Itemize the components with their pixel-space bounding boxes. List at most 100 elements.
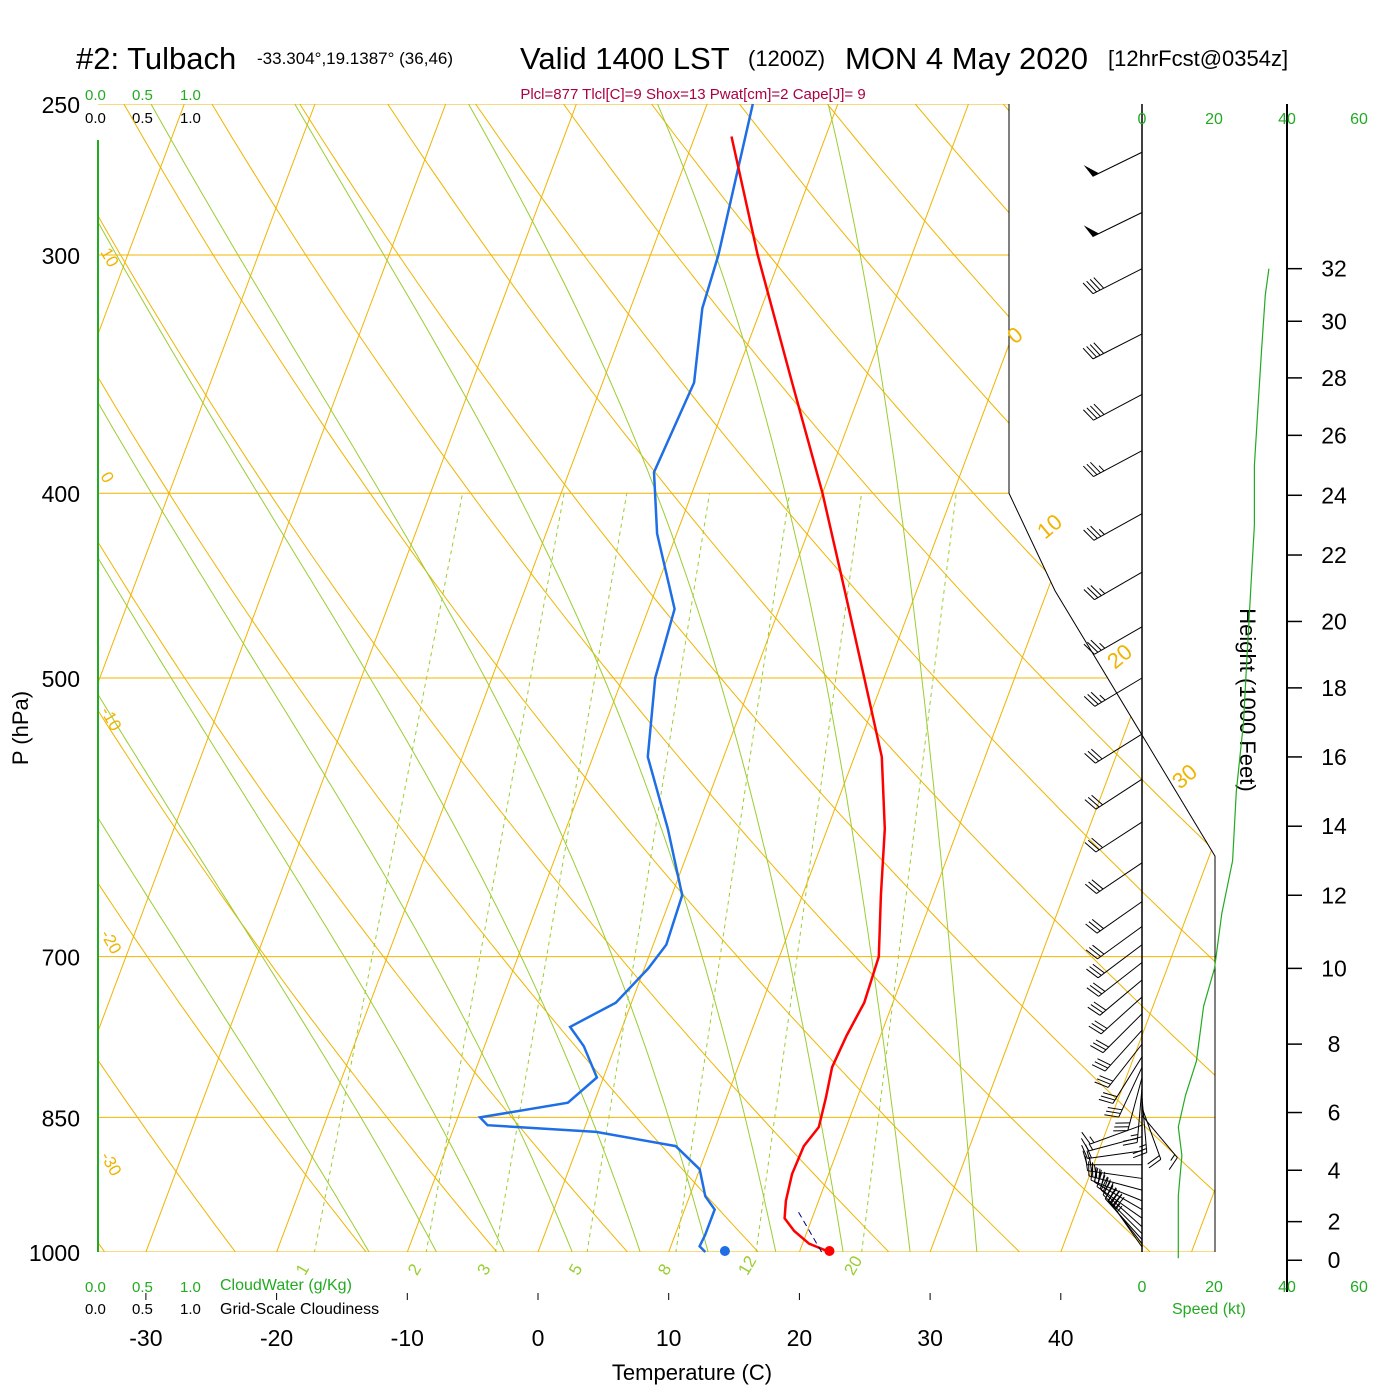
isotherm-line [783,104,1215,1252]
wind-barb [1085,926,1143,960]
wind-barb-feather [1082,347,1094,360]
dry-adiabat-line [98,104,267,1252]
wind-barb-feather [1103,1177,1109,1192]
cloudwater-tick: 1.0 [180,87,201,104]
wind-barb-feather [1085,923,1098,934]
wind-barb-staff [1095,733,1143,764]
wind-barb-staff [1092,212,1143,238]
wind-barb-staff [1097,926,1143,960]
temperature-tick-label: 0 [532,1325,545,1351]
moist-adiabat-line [98,104,654,1252]
wind-barb-feather [1092,944,1105,955]
wind-barb-feather [1086,1150,1092,1165]
height-tick-label: 12 [1321,882,1347,908]
wind-barb-staff [1094,677,1143,707]
wind-barb-feather [1084,799,1097,810]
isotherm-line [98,104,124,1252]
temperature-line [730,136,887,1254]
mixing-ratio-line [580,493,711,1252]
wind-barb-feather [1083,643,1095,655]
cloudwater-tick: 1.0 [180,1279,201,1296]
wind-barb [1082,333,1143,360]
sounding-indices: Plcl=877 Tlcl[C]=9 Shox=13 Pwat[cm]=2 Ca… [520,86,865,103]
temperature-tick-label: -20 [260,1325,293,1351]
wind-barb-staff [1097,944,1143,979]
wind-barb-flag [1083,225,1099,237]
dry-adiabat-line [601,104,1215,1252]
wind-barb [1084,821,1143,853]
wind-barb-feather [1090,1004,1104,1014]
wind-barb-feather [1091,919,1104,929]
height-tick-label: 22 [1321,542,1347,568]
mixing-ratio-label: 8 [654,1261,675,1279]
cloudwater-axis-bottom: 0.0 0.5 1.0 CloudWater (g/Kg) 0.0 0.5 1.… [85,1277,379,1318]
surface-temperature-marker [824,1246,835,1256]
valid-date: MON 4 May 2020 [845,41,1088,76]
wind-barb-staff [1087,1150,1143,1159]
moist-adiabat-line [827,104,981,1252]
wind-barb-feather [1168,1157,1178,1170]
wind-barb-staff [1094,1181,1143,1210]
wind-barb-feather [1082,409,1094,421]
moist-adiabat-line [98,104,458,1252]
mixing-ratio-line [856,493,957,1252]
wind-barb-staff [1141,1097,1148,1153]
wind-barb-feather [1090,748,1103,760]
wind-barb-staff [1088,1175,1143,1191]
dry-adiabat-line [98,104,665,1252]
wind-barb-staff [1096,862,1143,894]
dry-adiabat-line [1014,104,1215,1252]
wind-barb [1094,1043,1143,1088]
wind-barb-feather [1089,344,1101,356]
wind-barb-half-feather [1088,1143,1094,1151]
wind-barb-feather [1087,750,1100,762]
wind-barb-feather [1100,1171,1106,1187]
wind-barb-feather [1089,984,1103,995]
sounding-profiles [477,103,887,1256]
wind-barb-feather [1088,921,1101,932]
wind-barb-feather [1123,1137,1138,1142]
plot-boundary [1008,104,1216,1252]
wind-barb [1083,626,1143,655]
wind-barb [1083,151,1143,177]
wind-barb-feather [1087,641,1099,653]
wind-barb [1132,1097,1148,1159]
wind-barb-feather [1080,1138,1090,1152]
cloudiness-tick: 0.5 [132,1301,153,1318]
wind-barb-staff [1118,1067,1143,1118]
wind-barb [1090,1013,1143,1054]
wind-barb [1098,1056,1143,1104]
wind-barb [1085,1156,1143,1179]
isotherm-line [1045,104,1215,1252]
isotherm-label: -10 [97,704,126,735]
temperature-tick-label: -30 [129,1325,162,1351]
y-axis-label: P (hPa) [8,691,33,765]
wind-barb-feather [1086,346,1097,358]
wind-barb-feather [1091,1023,1105,1032]
pressure-tick-label: 400 [42,481,80,507]
wind-barb-staff [1141,1107,1162,1160]
wind-barb-feather [1084,842,1097,853]
dry-adiabat-line [766,104,1215,1252]
wind-barb-feather [1104,1114,1119,1118]
isotherm-line [98,104,255,1252]
wind-barb-staff [1093,450,1143,477]
dry-adiabat-line [931,104,1215,1252]
isotherm-line [1175,104,1215,1252]
wind-barb-feather [1100,1095,1116,1101]
wind-barb-feather [1090,691,1103,703]
wind-barb-feather [1147,1155,1160,1165]
wind-barb [1086,962,1143,997]
parcel-path [796,1209,823,1253]
speed-tick-label: 0 [1138,1279,1147,1296]
temperature-ticks: -30 -20 -10 0 10 20 30 40 [129,1293,1074,1351]
height-tick-label: 14 [1321,813,1347,839]
isotherm-label: 0 [97,469,118,487]
wind-barb-feather [1094,1081,1109,1088]
moist-adiabat-line [468,104,851,1252]
height-tick-label: 16 [1321,744,1347,770]
height-tick-label: 30 [1321,308,1347,334]
height-tick-label: 6 [1328,1100,1341,1126]
isotherm-grid [98,104,1215,1252]
